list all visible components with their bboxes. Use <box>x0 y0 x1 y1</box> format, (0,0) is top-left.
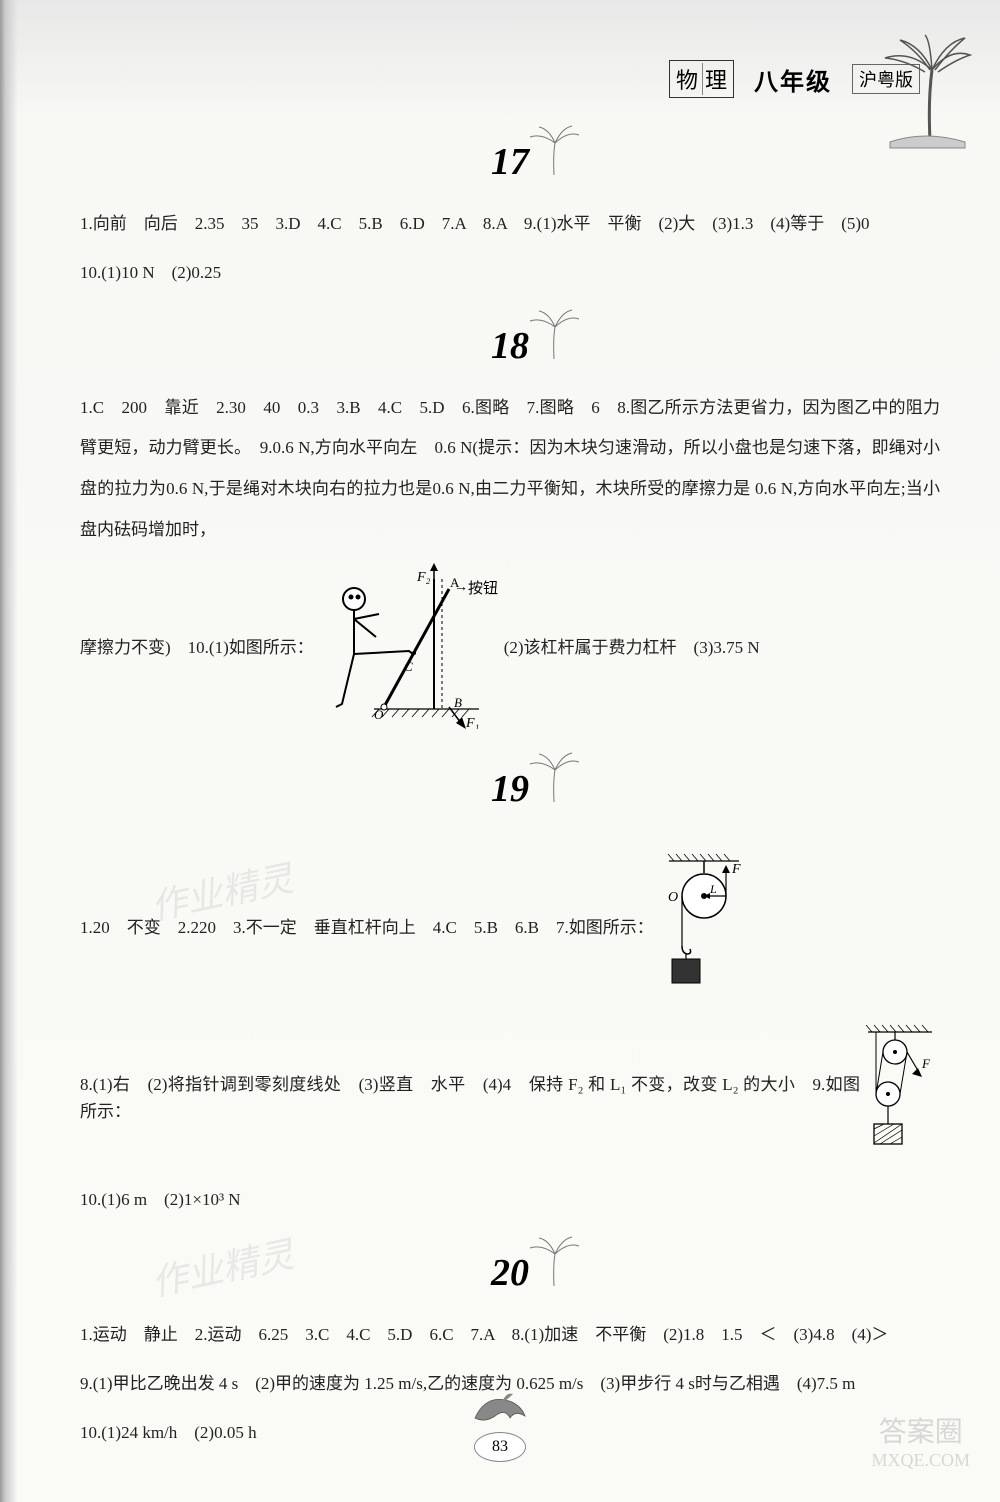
lever-pedal-figure: F₂ A → 按钮 O C B F₁ <box>314 559 504 737</box>
section-18-content: 1.C 200 靠近 2.30 40 0.3 3.B 4.C 5.D 6.图略 … <box>80 388 940 737</box>
answer-line: 10.(1)6 m (2)1×10³ N <box>80 1180 940 1221</box>
answer-line: 1.运动 静止 2.运动 6.25 3.C 4.C 5.D 6.C 7.A 8.… <box>80 1315 940 1356</box>
answer-line-with-figure: 摩擦力不变) 10.(1)如图所示： <box>80 559 940 737</box>
answer-line-with-figure: 8.(1)右 (2)将指针调到零刻度线处 (3)竖直 水平 (4)4 保持 F₂… <box>80 1024 940 1172</box>
answer-text-pre: 摩擦力不变) 10.(1)如图所示： <box>80 634 314 661</box>
page-number: 83 <box>474 1432 526 1462</box>
dolphin-icon <box>465 1388 535 1428</box>
answer-text-pre: 1.20 不变 2.220 3.不一定 垂直杠杆向上 4.C 5.B 6.B 7… <box>80 914 654 941</box>
label-btn: 按钮 <box>468 580 498 597</box>
pulley-double-figure: F <box>860 1024 940 1172</box>
palm-small-icon <box>524 1236 584 1291</box>
label-F: F <box>731 862 741 877</box>
pulley-single-figure: L O F <box>654 851 754 1004</box>
palm-small-icon <box>524 752 584 807</box>
label-C: C <box>404 659 413 674</box>
section-heading-17: 17 <box>80 140 940 184</box>
page-footer: 83 <box>465 1388 535 1462</box>
svg-text:L: L <box>709 882 717 896</box>
answer-line-with-figure: 1.20 不变 2.220 3.不一定 垂直杠杆向上 4.C 5.B 6.B 7… <box>80 851 940 1004</box>
answer-line: 10.(1)10 N (2)0.25 <box>80 253 940 294</box>
grade-label: 八年级 <box>754 62 832 97</box>
section-19-content: 1.20 不变 2.220 3.不一定 垂直杠杆向上 4.C 5.B 6.B 7… <box>80 851 940 1221</box>
label-F1: F₁ <box>465 716 479 729</box>
answer-text-pre: 8.(1)右 (2)将指针调到零刻度线处 (3)竖直 水平 (4)4 保持 F₂… <box>80 1071 860 1125</box>
page-left-binding-edge <box>0 0 18 1502</box>
section-heading-20: 20 <box>80 1251 940 1295</box>
section-17-content: 1.向前 向后 2.35 35 3.D 4.C 5.B 6.D 7.A 8.A … <box>80 204 940 294</box>
answer-text-post: (2)该杠杆属于费力杠杆 (3)3.75 N <box>504 634 760 661</box>
section-heading-19: 19 <box>80 767 940 811</box>
label-F: F <box>921 1056 931 1071</box>
subject-badge: 物 理 <box>669 60 734 98</box>
palm-small-icon <box>524 125 584 180</box>
label-O: O <box>374 707 384 722</box>
palm-tree-decoration-icon <box>870 30 980 155</box>
label-B: B <box>454 695 462 710</box>
svg-text:→: → <box>454 580 468 595</box>
page-container: 物 理 八年级 沪粤版 17 <box>0 0 1000 1502</box>
palm-small-icon <box>524 309 584 364</box>
label-O: O <box>668 890 678 905</box>
subject-char-2: 理 <box>705 63 727 95</box>
answer-line: 1.向前 向后 2.35 35 3.D 4.C 5.B 6.D 7.A 8.A … <box>80 204 940 245</box>
subject-char-1: 物 <box>676 63 703 95</box>
label-F2: F₂ <box>416 570 431 585</box>
answer-line: 1.C 200 靠近 2.30 40 0.3 3.B 4.C 5.D 6.图略 … <box>80 388 940 551</box>
section-heading-18: 18 <box>80 324 940 368</box>
